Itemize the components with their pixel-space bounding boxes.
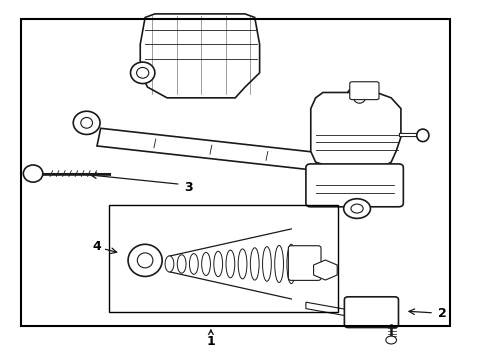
- Ellipse shape: [165, 256, 174, 272]
- Ellipse shape: [202, 252, 210, 275]
- Ellipse shape: [73, 111, 100, 134]
- FancyBboxPatch shape: [344, 297, 398, 328]
- Ellipse shape: [130, 62, 155, 84]
- Ellipse shape: [177, 255, 186, 273]
- Ellipse shape: [190, 253, 198, 274]
- Bar: [109, 205, 338, 312]
- Polygon shape: [140, 14, 260, 98]
- Ellipse shape: [81, 117, 93, 128]
- FancyBboxPatch shape: [288, 246, 321, 280]
- Polygon shape: [97, 128, 325, 171]
- Ellipse shape: [128, 244, 162, 276]
- Ellipse shape: [137, 253, 153, 268]
- Ellipse shape: [226, 250, 235, 278]
- Text: 2: 2: [438, 307, 447, 320]
- Ellipse shape: [137, 67, 149, 78]
- Ellipse shape: [238, 249, 247, 279]
- Ellipse shape: [417, 129, 429, 141]
- Ellipse shape: [343, 199, 370, 219]
- FancyBboxPatch shape: [350, 82, 379, 100]
- Ellipse shape: [250, 248, 259, 280]
- Text: 3: 3: [185, 181, 193, 194]
- Ellipse shape: [287, 244, 295, 284]
- Ellipse shape: [214, 251, 222, 276]
- Polygon shape: [311, 93, 401, 167]
- Polygon shape: [306, 302, 350, 316]
- Ellipse shape: [275, 246, 284, 283]
- Ellipse shape: [354, 93, 366, 103]
- FancyBboxPatch shape: [306, 164, 403, 207]
- Ellipse shape: [24, 165, 43, 182]
- Ellipse shape: [386, 336, 396, 344]
- Ellipse shape: [346, 86, 373, 109]
- Ellipse shape: [263, 247, 271, 281]
- Ellipse shape: [351, 204, 363, 213]
- Bar: [21, 19, 450, 327]
- Text: 1: 1: [206, 335, 215, 348]
- Text: 4: 4: [92, 240, 101, 253]
